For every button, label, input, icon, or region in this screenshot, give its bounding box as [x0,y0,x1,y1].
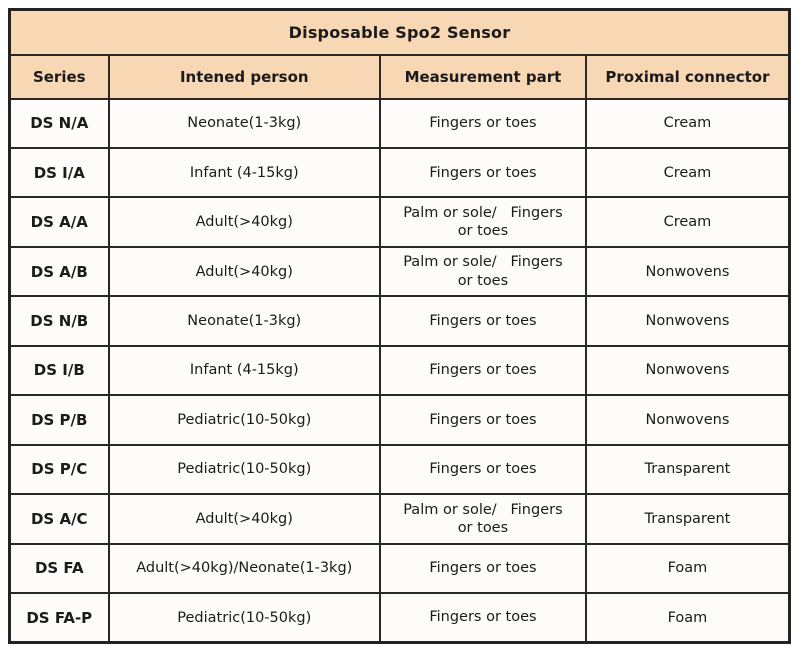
connector-cell: Cream [584,146,791,199]
person-cell: Neonate(1-3kg) [107,97,381,149]
person-cell: Pediatric(10-50kg) [107,394,381,446]
part-cell: Fingers or toes [378,542,587,595]
part-cell: Fingers or toes [378,344,587,397]
table-row: DS I/A Infant (4-15kg) Fingers or toes Crea… [8,146,791,199]
table-row: DS A/C Adult(>40kg) Palm or sole/ Fingers … [8,493,791,545]
series-cell: DS I/A [8,146,110,199]
connector-cell: Foam [584,542,791,595]
table-body: DS N/A Neonate(1-3kg) Fingers or toes Cream… [8,97,791,644]
connector-cell: Cream [584,196,791,248]
person-cell: Neonate(1-3kg) [107,295,381,347]
table-title-row: Disposable Spo2 Sensor [8,8,791,56]
series-cell: DS A/C [8,493,110,545]
part-cell: Fingers or toes [378,394,587,446]
person-cell: Infant (4-15kg) [107,344,381,397]
column-header-proximal-connector: Proximal connector [584,53,791,100]
connector-cell: Transparent [584,443,791,496]
part-cell: Palm or sole/ Fingers or toes [378,493,587,545]
connector-cell: Nonwovens [584,344,791,397]
connector-cell: Nonwovens [584,394,791,446]
series-cell: DS A/A [8,196,110,248]
person-cell: Adult(>40kg) [107,493,381,545]
table-row: DS FA Adult(>40kg)/Neonate(1-3kg) Fingers … [8,542,791,595]
table-row: DS N/B Neonate(1-3kg) Fingers or toes Nonwo… [8,295,791,347]
series-cell: DS N/A [8,97,110,149]
table-row: DS A/A Adult(>40kg) Palm or sole/ Fingers … [8,196,791,248]
connector-cell: Transparent [584,493,791,545]
table-row: DS I/B Infant (4-15kg) Fingers or toes Nonw… [8,344,791,397]
person-cell: Adult(>40kg)/Neonate(1-3kg) [107,542,381,595]
connector-cell: Cream [584,97,791,149]
table-row: DS P/C Pediatric(10-50kg) Fingers or toes T… [8,443,791,496]
table-row: DS A/B Adult(>40kg) Palm or sole/ Fingers … [8,245,791,298]
part-cell: Palm or sole/ Fingers or toes [378,245,587,298]
table-row: DS N/A Neonate(1-3kg) Fingers or toes Cream [8,97,791,149]
series-cell: DS FA [8,542,110,595]
column-header-measurement-part: Measurement part [378,53,587,100]
series-cell: DS N/B [8,295,110,347]
column-header-intened-person: Intened person [107,53,381,100]
person-cell: Infant (4-15kg) [107,146,381,199]
connector-cell: Nonwovens [584,245,791,298]
table-row: DS P/B Pediatric(10-50kg) Fingers or toes N… [8,394,791,446]
series-cell: DS P/B [8,394,110,446]
part-cell: Fingers or toes [378,146,587,199]
series-cell: DS I/B [8,344,110,397]
series-cell: DS FA-P [8,592,110,644]
person-cell: Adult(>40kg) [107,245,381,298]
part-cell: Fingers or toes [378,592,587,644]
part-cell: Fingers or toes [378,97,587,149]
part-cell: Palm or sole/ Fingers or toes [378,196,587,248]
column-header-series: Series [8,53,110,100]
table-header-row: Series Intened person Measurement part P… [8,53,791,100]
table-row: DS FA-P Pediatric(10-50kg) Fingers or toes… [8,592,791,644]
person-cell: Pediatric(10-50kg) [107,592,381,644]
spo2-sensor-spec-table: Disposable Spo2 Sensor Series Intened pe… [8,8,791,644]
connector-cell: Foam [584,592,791,644]
person-cell: Pediatric(10-50kg) [107,443,381,496]
person-cell: Adult(>40kg) [107,196,381,248]
series-cell: DS P/C [8,443,110,496]
connector-cell: Nonwovens [584,295,791,347]
part-cell: Fingers or toes [378,443,587,496]
table-title: Disposable Spo2 Sensor [8,8,791,56]
part-cell: Fingers or toes [378,295,587,347]
series-cell: DS A/B [8,245,110,298]
